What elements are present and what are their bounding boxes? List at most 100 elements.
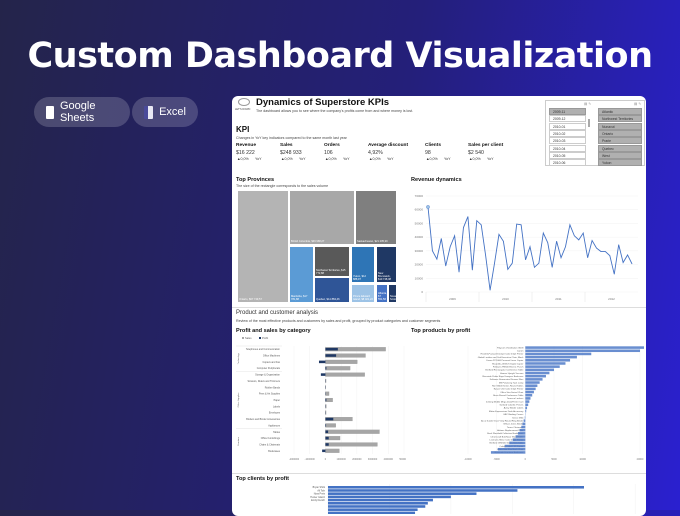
slicer-month-item[interactable]: 2010-01 (549, 123, 586, 130)
profit-bar (325, 424, 326, 427)
slicer-month-item[interactable]: 2009-12 (549, 115, 586, 122)
product-label: Sanford Colorific Pencils (499, 404, 524, 407)
product-bar (513, 438, 526, 441)
product-bar (525, 381, 539, 384)
product-label: Canon (517, 351, 524, 353)
treemap-tile[interactable]: Nova Scotia (388, 284, 397, 303)
product-label: Hon 94000 Series Round Tables (492, 385, 524, 388)
highlight-point (426, 205, 429, 208)
product-bar (525, 349, 640, 352)
data-point (459, 272, 460, 273)
treemap-tile[interactable]: British Columbia, $39 968,27 (289, 190, 355, 245)
category-label: Paper (274, 399, 281, 402)
slicer-region-item[interactable]: Yukon (598, 159, 642, 166)
slicer-region-item[interactable]: Ontario (598, 130, 642, 137)
client-bar (328, 496, 451, 499)
kpi-value: 106 (324, 150, 333, 156)
kpi-label: Revenue (236, 143, 256, 148)
product-label: Wilson Jones Binder (503, 423, 523, 426)
product-label: Hoover Upright Vacuum (500, 372, 523, 375)
treemap-tile[interactable]: Manitoba, $17 781,88 (289, 246, 314, 303)
slicer-month-item[interactable]: 2010-06 (549, 159, 586, 166)
filter-clear-icon[interactable]: ▤ ✎ (634, 102, 641, 106)
treemap-label: British Columbia, $39 968,27 (291, 240, 324, 243)
product-bar (525, 416, 526, 419)
slicer-month-item[interactable]: 2010-03 (549, 137, 586, 144)
product-bar (525, 346, 644, 349)
treemap-label: Alberta, $7 551,56 (378, 292, 387, 301)
slicer-region-item[interactable]: Prarie (598, 137, 642, 144)
product-bar (525, 391, 534, 394)
slicer-scrollbar[interactable] (588, 119, 590, 127)
client-bar (328, 499, 433, 502)
data-point (437, 259, 438, 260)
product-label: Epson C50 Color Inkjet Printer (494, 388, 524, 391)
x-tick-label: 2009 (449, 297, 456, 301)
slicer-region-item[interactable]: West (598, 152, 642, 159)
google-sheets-icon (46, 106, 54, 119)
x-tick-label: -2000000 (289, 458, 300, 461)
treemap-tile[interactable]: Saskachewan, $21 205,39 (355, 190, 397, 245)
slicer-month-item[interactable]: 2010-05 (549, 152, 586, 159)
sales-bar (325, 373, 364, 377)
data-point (463, 227, 464, 228)
revenue-title: Revenue dynamics (411, 177, 462, 183)
x-tick-label: 5000000 (399, 458, 406, 461)
treemap-tile[interactable]: New Brunswick, $10 748,08 (376, 246, 397, 283)
data-point (623, 262, 624, 263)
treemap-tile[interactable]: Prince Edward Island, $8 021,22 (351, 284, 375, 303)
category-label: Appliances (268, 424, 280, 427)
slicer-month-item[interactable]: 2009-11 (549, 108, 586, 115)
logo-icon (238, 98, 250, 106)
treemap-tile[interactable]: Quebec, $14 884,46 (314, 277, 350, 303)
legend-swatch (259, 337, 261, 339)
product-label: Sharp AL-1530CS Digital Copier (492, 362, 524, 365)
treemap-tile[interactable]: Ontario, $67 749,57 (237, 190, 289, 303)
kpi-title: KPI (236, 125, 249, 134)
sales-bar (325, 449, 339, 453)
data-point (610, 255, 611, 256)
kpi-delta: ▲0,0% (237, 157, 249, 161)
sales-bar (325, 424, 335, 428)
slicer-month-item[interactable]: 2010-02 (549, 130, 586, 137)
product-label: Global Leather and Oak Executive Chair, … (478, 356, 525, 359)
data-point (587, 257, 588, 258)
data-point (570, 225, 571, 226)
treemap-label: Manitoba, $17 781,88 (291, 295, 312, 301)
y-tick-label: 60000 (415, 208, 424, 212)
slicer-month-item[interactable]: 2010-04 (549, 145, 586, 152)
category-label: Tables (273, 431, 281, 434)
profit-bar (322, 450, 325, 453)
product-bar (525, 353, 591, 356)
client-label: Emily Ducich (311, 499, 325, 502)
sales-bar (325, 430, 379, 434)
treemap-tile[interactable]: Yukon, $12 888,97 (351, 246, 375, 283)
category-label: Storage & Organization (255, 374, 281, 377)
x-tick-label: -10000 (464, 458, 472, 461)
category-label: Scissors, Rulers and Trimmers (247, 380, 280, 383)
slicer-region-item[interactable]: Nunavut (598, 123, 642, 130)
legend-label: Sales (245, 336, 252, 340)
data-point (494, 263, 495, 264)
product-bar (516, 435, 526, 438)
treemap-tile[interactable]: Alberta, $7 551,56 (376, 284, 388, 303)
slicer-region-item[interactable]: Atlantic (598, 108, 642, 115)
product-bar (525, 403, 528, 406)
product-label: Bretford Rectangular Conference Table (485, 369, 524, 372)
sales-bar (325, 443, 377, 447)
y-tick-label: 70000 (415, 194, 424, 198)
treemap-tile[interactable]: Northwest Territories, $15 772,88 (314, 246, 350, 277)
kpi-delta: ▲0,0% (426, 157, 438, 161)
treemap-label: New Brunswick, $10 748,08 (378, 272, 395, 281)
slicer-region-item[interactable]: Northwest Territories (598, 115, 642, 122)
product-bar (521, 426, 525, 429)
sales-bar (325, 360, 357, 364)
client-bar (328, 502, 428, 505)
x-tick-label: 4000000 (384, 458, 394, 461)
profit-bar (325, 367, 326, 370)
slicer-region-item[interactable]: Quebec (598, 145, 642, 152)
group-label: Furniture (237, 436, 240, 446)
category-label: Pens & Art Supplies (259, 393, 281, 396)
filter-clear-icon[interactable]: ▤ ✎ (584, 102, 591, 106)
